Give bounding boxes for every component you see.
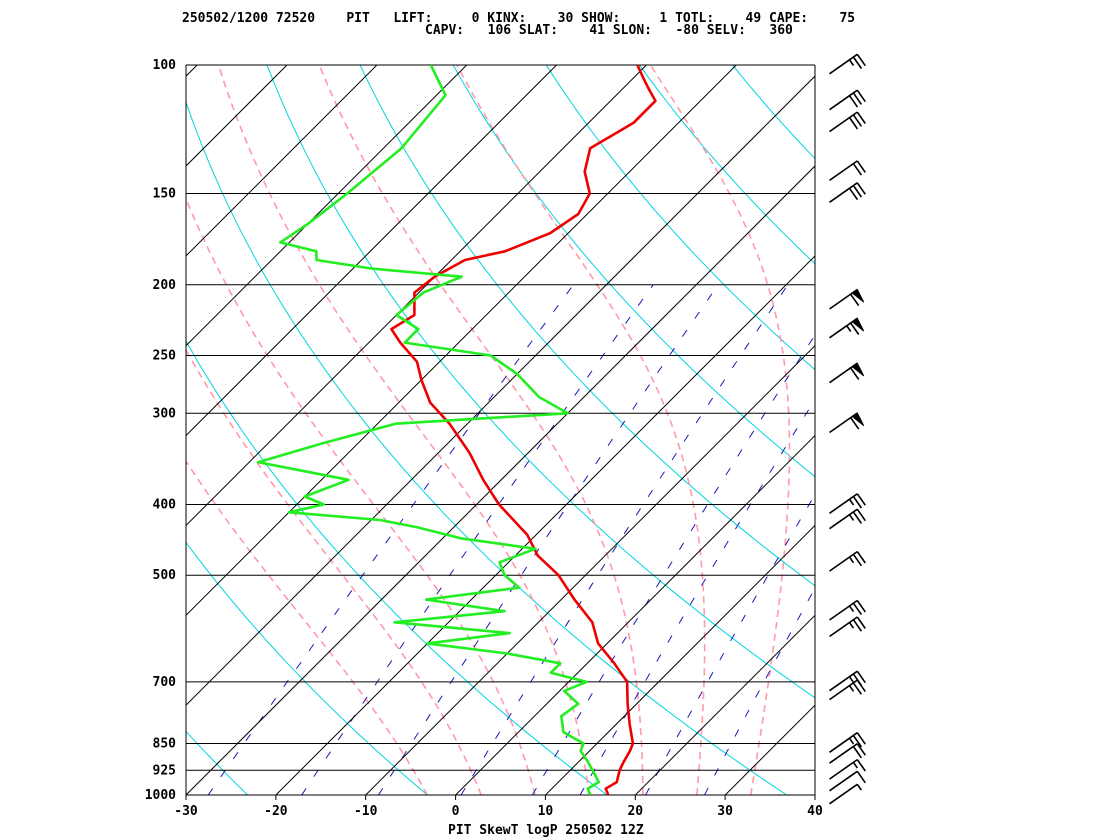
temperature-tick-label: 20 [627,804,643,819]
wind-barb [829,758,866,780]
wind-barb [829,508,866,530]
mixing-ratio-line [378,284,719,795]
wind-barb [829,182,866,203]
wind-barb [829,770,866,792]
dry-adiabat-line [266,65,815,699]
wind-barb [829,670,866,692]
wind-barb [829,89,866,111]
pressure-tick-label: 100 [153,58,177,73]
pressure-tick-label: 400 [153,498,177,513]
mixing-ratio-lines [207,284,815,795]
wind-barb [829,317,865,339]
header-line-2: CAPV: 106 SLAT: 41 SLON: -80 SELV: 360 [425,23,793,38]
isotherm-line [0,32,51,811]
isotherm-line [186,65,288,167]
temperature-tick-label: -20 [264,804,288,819]
pressure-tick-label: 200 [153,278,177,293]
moist-adiabat-line [649,65,791,795]
isotherm-line [814,794,815,795]
wind-barb [829,599,866,621]
mixing-ratio-line [645,493,815,795]
pressure-tick-label: 700 [153,675,177,690]
temperature-tick-label: -10 [354,804,378,819]
wind-barb [829,732,866,753]
wind-barb [829,412,865,434]
moist-adiabat-line [217,65,590,795]
dewpoint-profile [256,65,601,795]
mixing-ratio-line [579,398,815,795]
wind-barbs [829,53,866,805]
dry-adiabat-line [545,65,815,371]
pressure-tick-label: 250 [153,349,177,364]
pressure-tick-label: 500 [153,568,177,583]
isotherm-line [186,75,815,706]
moist-adiabat-line [186,459,428,795]
isotherm-line [186,65,378,257]
mixing-ratio-line [301,284,654,795]
wind-barb [829,160,866,182]
pressure-tick-labels: 100 150 200 250 300 400 500 700 850 925 1000 [145,58,176,803]
wind-barb [829,362,865,384]
wind-barb [829,493,866,514]
temperature-tick-label: 10 [538,804,554,819]
moist-adiabat-line [186,196,536,795]
chart-title: PIT SkewT logP 250502 12Z [448,823,644,838]
isotherm-line [186,165,815,795]
dry-adiabat-line [359,65,815,587]
isotherm-line [275,255,815,795]
pressure-tick-label: 1000 [145,788,176,803]
dry-adiabat-line [186,730,248,795]
wind-barb [829,743,866,764]
isotherm-line [634,614,815,795]
pressure-tick-label: 300 [153,406,177,421]
temperature-tick-label: 40 [807,804,823,819]
wind-barb [829,53,866,75]
wind-barb [829,616,866,638]
wind-barb [829,111,866,133]
temperature-profile [390,65,657,795]
isotherm-line [454,434,815,795]
isotherm-line [186,65,558,437]
dry-adiabat-line [186,339,608,795]
pressure-tick-label: 850 [153,737,177,752]
isotherm-line [0,32,141,811]
isobars [185,64,816,796]
wind-barb [829,550,866,572]
temperature-tick-label: -30 [174,804,198,819]
header-line-1: 250502/1200 72520 PIT LIFT: 0 KINX: 30 S… [182,11,855,26]
isotherm-line [186,65,198,77]
isotherm-line [724,704,815,795]
dry-adiabat-line [638,65,815,265]
temperature-tick-labels: -30 -20 -10 0 10 20 30 40 [174,795,823,819]
isotherm-line [889,32,1120,811]
dry-adiabat-line [732,65,815,160]
pressure-tick-label: 925 [153,763,176,778]
dry-adiabat-line [452,65,815,478]
pressure-tick-label: 150 [153,187,177,202]
isotherm-line [186,65,738,617]
wind-barb [829,288,865,310]
isotherm-line [186,65,468,347]
profiles [256,65,657,795]
wind-barb [829,783,862,805]
mixing-ratio-line [704,587,815,795]
temperature-tick-label: 30 [717,804,733,819]
isotherm-line [186,65,648,527]
dry-adiabat-line [186,100,787,795]
isotherm-line [364,344,815,795]
dry-adiabat-line [186,541,428,795]
moist-adiabats [186,65,791,795]
isotherm-line [544,524,815,795]
isotherms [0,32,1120,811]
temperature-tick-label: 0 [452,804,460,819]
